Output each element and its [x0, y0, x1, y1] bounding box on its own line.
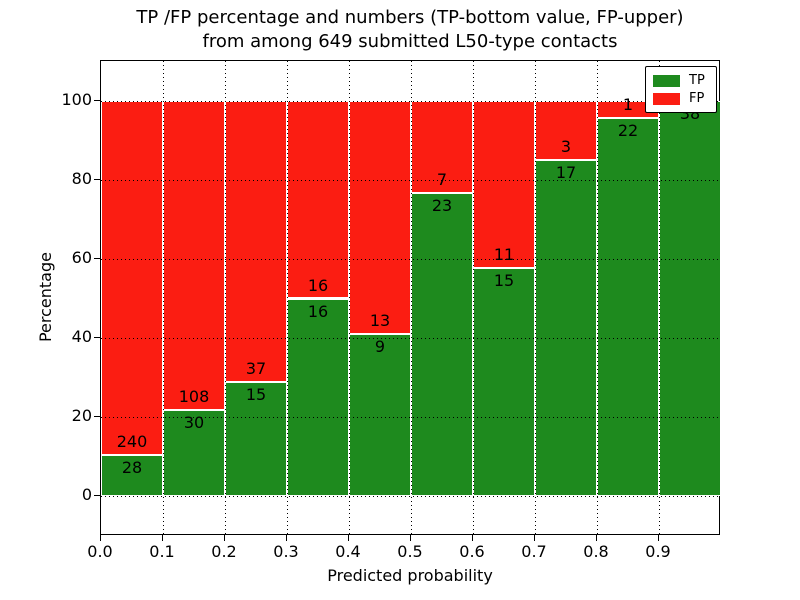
- bar-0.8-0.9-tp-segment: [597, 117, 659, 497]
- y-tick-label-60: 60: [71, 247, 92, 267]
- bar-0.6-0.7-fp-count-label: 11: [493, 245, 515, 265]
- x-tick-label-0.4: 0.4: [335, 542, 361, 561]
- bar-0.3-0.4-fp-count-label: 16: [307, 275, 329, 295]
- gridline-x-0.1: [163, 61, 164, 534]
- bar-0.5-0.6-fp-segment: [411, 100, 473, 193]
- bar-0.2-0.3-tp-count-label: 15: [245, 385, 267, 405]
- x-tick-mark-0.4: [348, 535, 349, 541]
- bar-0.9-1.0-tp-segment: [659, 100, 721, 497]
- x-tick-mark-0.1: [162, 535, 163, 541]
- y-tick-mark-80: [94, 178, 100, 180]
- gridline-x-0.4: [349, 61, 350, 534]
- bar-0.7-0.8-tp-segment: [535, 159, 597, 497]
- gridline-y-0: [101, 496, 719, 498]
- y-tick-label-40: 40: [71, 327, 92, 347]
- bar-0.3-0.4-tp-segment: [287, 298, 349, 497]
- chart-title-line2: from among 649 submitted L50-type contac…: [202, 31, 618, 52]
- plot-area: 240 28 108 30 37 15 16 16 13 9 7 23 11 15 3 17 1 22 38: [100, 60, 721, 535]
- gridline-x-0.9: [659, 61, 660, 534]
- legend-swatch-tp: [653, 75, 680, 87]
- bar-0.2-0.3-fp-segment: [225, 100, 287, 383]
- x-tick-label-0.0: 0.0: [87, 542, 113, 561]
- x-tick-mark-0.8: [596, 535, 597, 541]
- bar-0.3-0.4-fp-segment: [287, 100, 349, 299]
- bar-0.0-0.1-tp-segment: [101, 455, 163, 497]
- x-tick-mark-0.9: [658, 535, 659, 541]
- gridline-x-0.8: [597, 61, 598, 534]
- gridline-x-0.2: [225, 61, 226, 534]
- bar-0.0-0.1-tp-count-label: 28: [121, 458, 143, 478]
- bar-0.1-0.2-fp-segment: [163, 100, 225, 411]
- bar-0.1-0.2-fp-count-label: 108: [178, 387, 210, 407]
- x-tick-label-0.9: 0.9: [645, 542, 671, 561]
- y-tick-mark-20: [94, 416, 100, 418]
- x-axis-label: Predicted probability: [327, 566, 493, 585]
- y-tick-mark-0: [94, 495, 100, 497]
- bar-0.5-0.6-fp-count-label: 7: [436, 169, 448, 189]
- gridline-y-20: [101, 417, 719, 419]
- gridline-y-80: [101, 179, 719, 181]
- legend-swatch-fp: [653, 93, 680, 105]
- bar-0.6-0.7-fp-segment: [473, 100, 535, 269]
- legend-label-fp: FP: [689, 91, 705, 106]
- x-tick-label-0.3: 0.3: [273, 542, 299, 561]
- gridline-y-40: [101, 338, 719, 340]
- bar-0.8-0.9-fp-count-label: 1: [622, 94, 634, 114]
- bar-0.1-0.2-tp-count-label: 30: [183, 413, 205, 433]
- y-tick-label-80: 80: [71, 168, 92, 188]
- y-tick-mark-100: [94, 99, 100, 101]
- legend: TP FP: [645, 66, 717, 113]
- bar-0.3-0.4-tp-count-label: 16: [307, 301, 329, 321]
- x-tick-mark-0.3: [286, 535, 287, 541]
- bar-0.4-0.5-fp-segment: [349, 100, 411, 335]
- gridline-y-60: [101, 258, 719, 260]
- legend-item-fp: FP: [646, 90, 716, 108]
- bar-0.0-0.1-fp-segment: [101, 100, 163, 456]
- x-tick-mark-0.2: [224, 535, 225, 541]
- gridline-x-0.7: [535, 61, 536, 534]
- bar-0.4-0.5-tp-count-label: 9: [374, 337, 386, 357]
- y-tick-label-100: 100: [61, 89, 92, 109]
- bar-0.7-0.8-fp-count-label: 3: [560, 136, 572, 156]
- x-tick-label-0.1: 0.1: [149, 542, 175, 561]
- x-tick-mark-0.5: [410, 535, 411, 541]
- y-axis-label: Percentage: [36, 252, 55, 343]
- x-tick-label-0.7: 0.7: [521, 542, 547, 561]
- bar-0.1-0.2-tp-segment: [163, 410, 225, 497]
- chart-title-line1: TP /FP percentage and numbers (TP-bottom…: [136, 7, 684, 28]
- bar-0.7-0.8-tp-count-label: 17: [555, 162, 577, 182]
- x-tick-label-0.6: 0.6: [459, 542, 485, 561]
- bar-0.4-0.5-tp-segment: [349, 334, 411, 497]
- gridline-x-0.3: [287, 61, 288, 534]
- legend-item-tp: TP: [646, 72, 716, 90]
- legend-label-tp: TP: [689, 73, 705, 88]
- x-tick-label-0.5: 0.5: [397, 542, 423, 561]
- gridline-x-0.6: [473, 61, 474, 534]
- y-tick-mark-40: [94, 337, 100, 339]
- bar-0.2-0.3-fp-count-label: 37: [245, 359, 267, 379]
- bar-0.6-0.7-tp-count-label: 15: [493, 271, 515, 291]
- x-tick-mark-0.0: [100, 535, 101, 541]
- y-tick-label-20: 20: [71, 406, 92, 426]
- x-tick-label-0.8: 0.8: [583, 542, 609, 561]
- bar-0.5-0.6-tp-count-label: 23: [431, 195, 453, 215]
- bar-0.8-0.9-tp-count-label: 22: [617, 120, 639, 140]
- x-tick-mark-0.6: [472, 535, 473, 541]
- bar-0.6-0.7-tp-segment: [473, 268, 535, 497]
- x-tick-mark-0.7: [534, 535, 535, 541]
- bar-0.4-0.5-fp-count-label: 13: [369, 311, 391, 331]
- gridline-x-0.5: [411, 61, 412, 534]
- x-tick-label-0.2: 0.2: [211, 542, 237, 561]
- bar-0.0-0.1-fp-count-label: 240: [116, 432, 148, 452]
- y-tick-mark-60: [94, 257, 100, 259]
- bar-0.5-0.6-tp-segment: [411, 192, 473, 497]
- y-tick-label-0: 0: [81, 485, 92, 505]
- gridline-y-100: [101, 100, 719, 102]
